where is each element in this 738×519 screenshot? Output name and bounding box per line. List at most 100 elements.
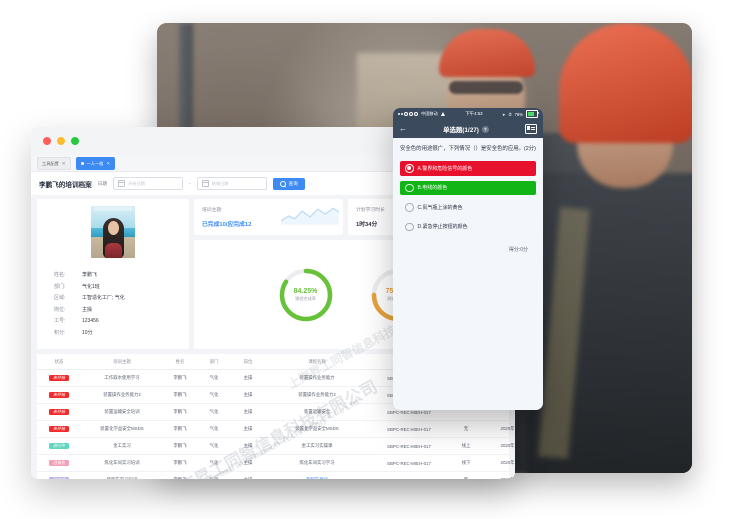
maximize-icon[interactable] — [71, 137, 79, 145]
row-course: 装置操作业务能力2 — [298, 392, 336, 397]
training-topic-value: 已完成10/应完成12 — [202, 222, 252, 228]
back-arrow-icon[interactable]: ← — [399, 124, 407, 133]
radio-icon — [405, 222, 414, 231]
option-c[interactable]: C.氮气瓶上涂的黄色 — [400, 200, 536, 215]
table-row[interactable]: 进行中 金工实习 李鹏飞 气化 主操 金工实习实操课 SBPC-REC-MIEH… — [37, 438, 515, 455]
row-course: 装置操作业务能力 — [299, 375, 335, 380]
tab-close-icon[interactable]: ✕ — [106, 160, 111, 166]
row-dept: 气化 — [209, 443, 219, 448]
table-row[interactable]: 已报名 炼化车间实习培训 李鹏飞 气化 主操 炼化车间实习学习 SBPC-REC… — [37, 455, 515, 472]
training-topic-label: 培训主题: — [202, 208, 223, 213]
start-date-input[interactable]: 开始日期 — [112, 177, 183, 190]
option-a[interactable]: A.警界和危险信号的颜色 — [400, 161, 536, 176]
col-topic: 培训主题 — [113, 358, 131, 364]
field-key: 部门: — [54, 283, 66, 290]
row-name: 李鹏飞 — [163, 477, 197, 479]
row-topic: 金工实习 — [113, 443, 131, 448]
row-dept: 气化 — [209, 460, 219, 465]
battery-icon — [526, 110, 539, 118]
row-topic: 装置化学品安全MSDS — [100, 426, 144, 431]
row-post: 主操 — [243, 426, 253, 431]
help-icon[interactable]: ? — [481, 125, 489, 133]
minimize-icon[interactable] — [57, 137, 65, 145]
row-code: SBPC-REC-MIEH-017 — [387, 443, 431, 449]
field-value: 123456 — [82, 318, 99, 324]
status-badge: 未开始 — [49, 374, 69, 382]
table-row[interactable]: 未开始 装置化学品安全MSDS 李鹏飞 气化 主操 装置化学品安全MSDS SB… — [37, 421, 515, 438]
radio-icon — [405, 203, 414, 212]
option-d[interactable]: D.紧急停止按钮的颜色 — [400, 220, 536, 235]
row-course: 炼化车间实习学习 — [299, 460, 335, 465]
row-code: SBPC-REC-MIEH-017 — [369, 478, 449, 480]
row-post: 主操 — [243, 409, 253, 414]
field-key: 姓名: — [54, 272, 66, 278]
field-key: 积分: — [54, 329, 66, 336]
options-list: A.警界和危险信号的颜色 B.电线的颜色 C.氮气瓶上涂的黄色 D.紧急停止按钮… — [400, 161, 536, 234]
field-value: 主操 — [82, 306, 93, 313]
table-row[interactable]: 未开始 装置运输安全培训 李鹏飞 气化 主操 装置运输安全 SBPC-REC-M… — [37, 404, 509, 421]
option-label: D.紧急停止按钮的颜色 — [417, 224, 468, 231]
table-row[interactable]: 已完成 装卸车实习培训 李鹏飞 气化 主操 装卸车复训 SBPC-REC-MIE… — [37, 472, 515, 480]
row-name: 李鹏飞 — [173, 375, 187, 380]
alarm-icon: ⏱ — [508, 111, 512, 117]
row-name: 李鹏飞 — [173, 409, 187, 414]
status-badge: 未开始 — [49, 425, 69, 433]
row-course-link[interactable]: 装卸车复训 — [265, 477, 369, 479]
status-badge: 进行中 — [49, 442, 69, 450]
option-label: B.电线的颜色 — [417, 185, 448, 192]
row-topic: 装卸车实习培训 — [81, 477, 163, 479]
page-title: 李鹏飞的培训档案 — [39, 181, 92, 189]
close-icon[interactable] — [43, 137, 51, 145]
row-status: 未开始 — [37, 408, 81, 416]
row-status: 已报名 — [37, 459, 81, 467]
profile-field-area: 区域: 工智造化工厂; 气化 — [54, 295, 172, 302]
planned-hours-value: 1时34分 — [356, 222, 378, 228]
row-code: SBPC-REC-MIEH-017 — [387, 426, 431, 432]
row-course: 装置化学品安全MSDS — [295, 426, 339, 431]
quiz-title-text: 单选题(1/27) — [443, 126, 479, 134]
field-key: 工号: — [54, 318, 66, 324]
search-icon — [279, 180, 286, 187]
row-name: 李鹏飞 — [173, 392, 187, 397]
card-list-icon[interactable] — [525, 124, 537, 134]
mobile-quiz-window: 中国移动 下午4:53 ➤ ⏱ 76% ← 单选题(1/27) ? 安全色的用途… — [393, 108, 543, 410]
radio-icon — [405, 164, 414, 173]
row-status: 未开始 — [37, 425, 81, 433]
status-badge: 未开始 — [49, 408, 69, 416]
option-b[interactable]: B.电线的颜色 — [400, 180, 536, 195]
status-badge: 已报名 — [49, 459, 69, 467]
tab-one-person-one-file[interactable]: 一人一档 ✕ — [75, 156, 116, 170]
row-plan: 2020年1月份培训计划 — [500, 460, 515, 465]
profile-field-points: 积分: 10分 — [54, 330, 172, 337]
field-value: 工智造化工厂; 气化 — [82, 295, 125, 301]
row-post: 主操 — [243, 375, 253, 380]
field-value: 李鹏飞 — [82, 272, 98, 278]
quiz-title: 单选题(1/27) ? — [412, 125, 520, 134]
row-code: SBPC-REC-MIEH-017 — [387, 409, 431, 415]
profile-field-employee-id: 工号: 123456 — [54, 318, 172, 325]
row-plan: 2020年1月份培训计划 — [500, 443, 515, 448]
signal-icon — [398, 112, 418, 116]
avatar-face — [108, 221, 119, 235]
status-badge: 已完成 — [49, 476, 69, 479]
profile-info-list: 姓名: 李鹏飞 部门: 气化1班 区域: 工智造化工厂; 气化 岗位: — [54, 272, 172, 341]
row-name: 李鹏飞 — [173, 426, 187, 431]
question-text: 安全色的用途很广，下列情况（）是安全色的应用。(2分) — [400, 146, 536, 152]
carrier-label: 中国移动 — [421, 111, 438, 116]
row-topic: 炼化车间实习培训 — [104, 460, 140, 465]
profile-card: 姓名: 李鹏飞 部门: 气化1班 区域: 工智造化工厂; 气化 岗位: — [37, 199, 189, 349]
tab-tool-config[interactable]: 工具配置 ✕ — [37, 156, 71, 170]
row-exam: 线上 — [461, 443, 471, 448]
row-topic: 装置运输安全培训 — [104, 409, 140, 414]
donut-course-completion: 84.25% 课程完成率 — [277, 266, 335, 324]
photo-worker-helmet — [439, 29, 535, 77]
avatar-sky — [91, 206, 135, 228]
search-button[interactable]: 查询 — [272, 177, 305, 190]
radio-icon — [405, 183, 414, 192]
end-date-input[interactable]: 结束日期 — [196, 177, 267, 190]
row-post: 主操 — [243, 392, 253, 397]
tab-close-icon[interactable]: ✕ — [61, 160, 66, 166]
row-dept: 气化 — [197, 477, 231, 479]
row-post: 主操 — [243, 460, 253, 465]
